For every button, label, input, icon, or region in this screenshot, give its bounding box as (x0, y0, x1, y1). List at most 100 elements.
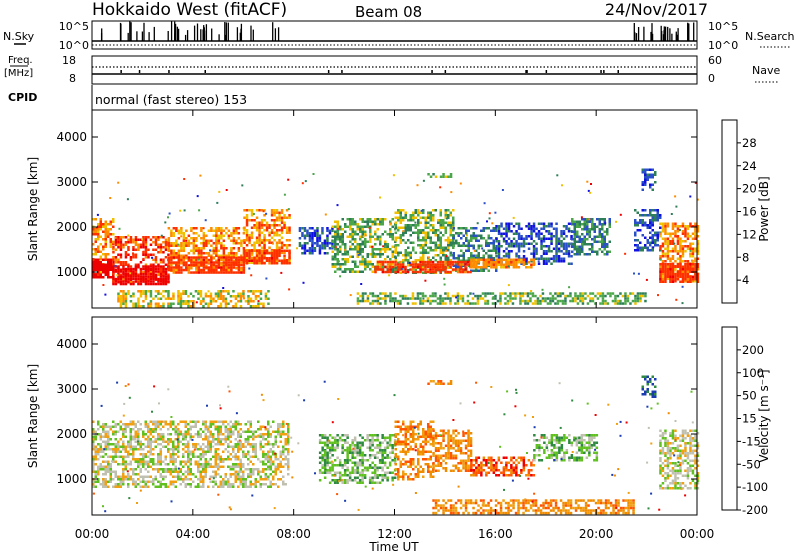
range-cell (107, 480, 110, 483)
range-cell (389, 299, 392, 303)
range-cell (439, 297, 442, 300)
range-cell (127, 483, 130, 486)
range-cell (515, 266, 518, 269)
range-cell (147, 305, 150, 308)
range-cell (263, 239, 266, 242)
range-cell (459, 260, 462, 264)
range-cell (376, 248, 379, 251)
range-cell (174, 480, 177, 483)
range-cell (142, 475, 145, 478)
range-cell (427, 216, 430, 219)
range-cell (515, 230, 518, 233)
range-cell (97, 271, 100, 274)
range-cell (215, 242, 218, 245)
range-cell (591, 243, 594, 246)
range-cell (396, 265, 400, 269)
range-cell (179, 297, 183, 300)
range-cell (417, 234, 420, 237)
range-cell (154, 295, 158, 298)
range-cell (250, 226, 254, 229)
range-cell (525, 260, 528, 263)
scatter-cell (102, 284, 105, 286)
range-cell (182, 247, 186, 250)
range-cell (359, 218, 362, 221)
range-cell (119, 248, 123, 251)
range-cell (134, 305, 138, 308)
range-cell (469, 270, 472, 274)
range-cell (159, 423, 162, 426)
range-cell (507, 255, 511, 258)
range-cell (636, 297, 640, 300)
range-cell (586, 233, 589, 236)
range-cell (94, 458, 97, 461)
range-cell (124, 450, 127, 453)
range-cell (187, 244, 191, 247)
range-cell (573, 243, 576, 246)
range-cell (444, 268, 447, 271)
range-cell (97, 228, 100, 231)
range-cell (273, 259, 276, 262)
range-cell (354, 260, 357, 263)
range-cell (227, 290, 230, 293)
range-cell (331, 263, 334, 266)
range-cell (671, 250, 675, 253)
range-cell (344, 245, 347, 248)
range-cell (681, 268, 685, 271)
range-cell (379, 218, 382, 221)
range-cell (411, 268, 415, 271)
range-cell (460, 249, 463, 252)
range-cell (406, 302, 410, 305)
range-cell (127, 443, 130, 446)
noise-tick-high: 10^5 (59, 20, 89, 33)
range-cell (424, 236, 427, 239)
range-cell (525, 225, 528, 228)
range-cell (404, 268, 407, 271)
range-cell (132, 438, 135, 441)
range-cell (137, 473, 140, 476)
range-cell (219, 290, 223, 293)
range-cell (139, 475, 142, 478)
range-cell (222, 268, 226, 272)
range-cell (505, 247, 508, 250)
range-cell (311, 252, 314, 255)
range-cell (455, 264, 458, 267)
range-cell (369, 245, 372, 248)
range-cell (409, 226, 412, 229)
range-cell (480, 244, 483, 247)
scatter-cell (588, 218, 591, 221)
range-cell (172, 261, 176, 264)
range-cell (656, 211, 659, 214)
range-cell (137, 273, 140, 276)
range-cell (539, 302, 542, 305)
range-cell (371, 270, 374, 273)
range-cell (144, 238, 148, 241)
range-cell (654, 241, 657, 244)
range-cell (496, 299, 500, 303)
range-cell (167, 244, 171, 247)
range-cell (273, 214, 276, 217)
range-cell (522, 255, 526, 258)
range-cell (586, 220, 589, 223)
range-cell (122, 473, 125, 476)
range-cell (421, 263, 425, 266)
range-cell (107, 435, 110, 438)
range-cell (102, 271, 105, 274)
range-cell (661, 268, 665, 271)
range-cell (217, 239, 221, 242)
range-cell (174, 465, 177, 468)
range-cell (644, 176, 647, 179)
range-cell (391, 235, 394, 238)
range-cell (104, 228, 107, 231)
range-cell (124, 295, 128, 298)
range-cell (439, 294, 442, 298)
range-cell (179, 478, 182, 481)
range-cell (431, 260, 435, 264)
range-cell (477, 247, 480, 250)
range-cell (495, 269, 498, 272)
range-cell (517, 235, 521, 238)
range-cell (571, 245, 574, 248)
range-cell (127, 267, 130, 271)
ytick-label: 2000 (56, 220, 87, 234)
range-cell (174, 425, 177, 428)
range-cell (459, 263, 462, 266)
